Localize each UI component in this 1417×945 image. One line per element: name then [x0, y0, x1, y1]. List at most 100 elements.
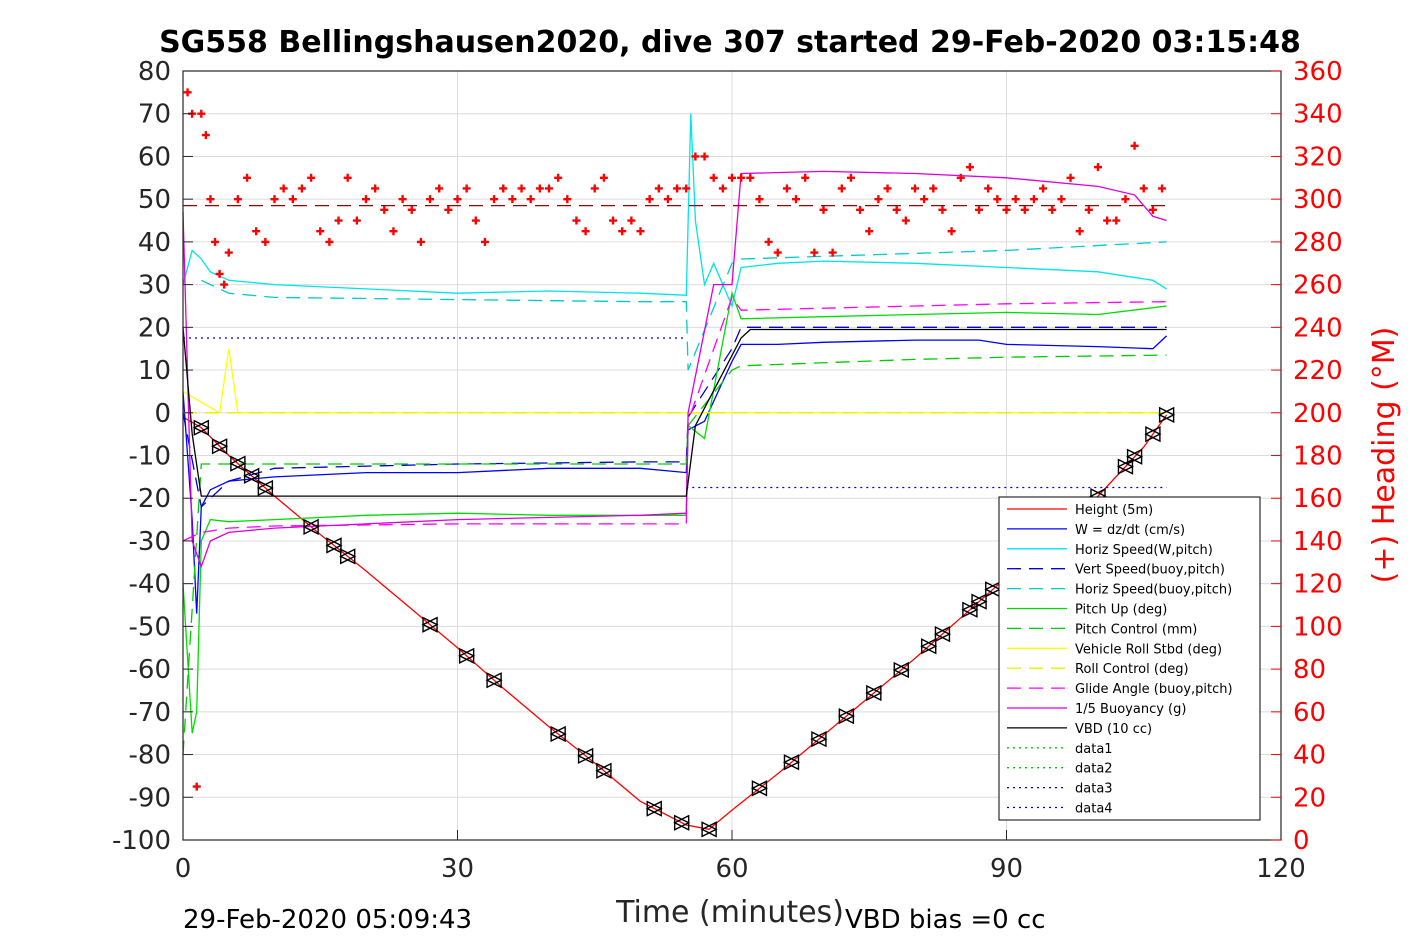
heading-point: [352, 216, 361, 225]
legend-entry-label: data4: [1075, 802, 1113, 817]
heading-point: [279, 184, 288, 193]
y-right-tick-label: 160: [1293, 484, 1343, 514]
heading-point: [737, 173, 746, 182]
y-left-tick-label: 40: [138, 228, 171, 258]
left-triangle-marker: [673, 814, 690, 831]
legend-entry-label: 1/5 Buoyancy (g): [1075, 702, 1186, 717]
series-vbd-10-cc: [182, 327, 1167, 497]
left-triangle-marker: [961, 601, 978, 618]
series-horiz-speed-buoy-pitch: [201, 241, 1167, 371]
left-triangle-marker: [421, 616, 438, 633]
heading-point: [1139, 184, 1148, 193]
heading-point: [471, 216, 480, 225]
heading-point: [426, 195, 435, 204]
heading-point: [846, 173, 855, 182]
heading-point: [947, 227, 956, 236]
y-left-tick-label: -70: [129, 698, 171, 728]
heading-point: [325, 237, 334, 246]
legend-entry-label: data2: [1075, 762, 1113, 777]
x-tick-label: 0: [175, 854, 192, 884]
heading-point: [673, 184, 682, 193]
heading-point: [1112, 216, 1121, 225]
y-right-tick-label: 40: [1293, 741, 1326, 771]
left-triangle-marker: [256, 479, 274, 497]
heading-point: [1121, 195, 1130, 204]
legend-entry-label: W = dz/dt (cm/s): [1075, 523, 1185, 538]
heading-point: [636, 227, 645, 236]
heading-point: [371, 184, 380, 193]
heading-point: [773, 248, 782, 257]
heading-point: [764, 237, 773, 246]
left-triangle-marker: [458, 647, 475, 664]
legend-entry-label: Roll Control (deg): [1075, 662, 1189, 677]
y-left-tick-label: 70: [138, 100, 171, 130]
left-triangle-marker: [1126, 448, 1143, 465]
heading-point: [728, 173, 736, 182]
heading-point: [1075, 227, 1084, 236]
heading-point: [398, 195, 407, 204]
heading-point: [517, 184, 526, 193]
y-left-tick-label: 0: [154, 399, 171, 429]
heading-point: [192, 782, 201, 791]
heading-point: [554, 173, 563, 182]
heading-point: [233, 195, 242, 204]
left-triangle-marker: [1158, 406, 1175, 424]
heading-point: [480, 237, 489, 246]
heading-point: [892, 205, 901, 214]
y-right-tick-label: 140: [1293, 527, 1343, 557]
heading-point: [224, 248, 233, 257]
heading-point: [819, 205, 828, 214]
heading-point: [288, 195, 297, 204]
left-triangle-marker: [325, 537, 342, 554]
heading-point: [572, 216, 581, 225]
heading-point: [1148, 205, 1157, 214]
heading-point: [407, 205, 416, 214]
heading-point: [1002, 205, 1011, 214]
y-left-tick-label: -60: [129, 655, 171, 685]
heading-point: [618, 227, 627, 236]
left-triangle-marker: [892, 661, 909, 679]
y-right-tick-label: 20: [1293, 783, 1326, 813]
y-left-tick-label: -40: [129, 570, 171, 600]
series-layer: [182, 113, 1168, 830]
heading-point: [453, 195, 462, 204]
left-triangle-marker: [865, 684, 882, 702]
heading-point: [956, 173, 965, 182]
y-axis-right-tick-labels: 3603403203002802602402202001801601401201…: [1293, 57, 1343, 856]
legend-entry-label: Horiz Speed(W,pitch): [1075, 543, 1213, 558]
x-axis-label: Time (minutes): [615, 895, 844, 930]
left-triangle-marker: [577, 747, 594, 764]
y-left-tick-label: 80: [138, 57, 171, 87]
heading-point: [718, 184, 727, 193]
footer-vbd-bias: VBD bias =0 cc: [845, 905, 1046, 935]
heading-point: [416, 237, 425, 246]
series-1-5-buoyancy-g: [182, 170, 1167, 569]
footer-end-time: 29-Feb-2020 05:09:43: [183, 905, 472, 935]
left-triangle-marker: [211, 438, 228, 455]
heading-point: [508, 195, 517, 204]
heading-point: [316, 227, 325, 236]
heading-point: [828, 248, 837, 257]
y-right-tick-label: 260: [1293, 271, 1343, 301]
heading-point: [545, 184, 553, 193]
axis-ticks: [182, 70, 1282, 841]
heading-point: [1158, 184, 1167, 193]
legend: Height (5m) W = dz/dt (cm/s) Horiz Speed(W…: [998, 496, 1261, 821]
y-right-tick-label: 340: [1293, 100, 1343, 130]
heading-point: [609, 216, 618, 225]
heading-point: [654, 184, 663, 193]
y-right-tick-label: 80: [1293, 655, 1326, 685]
heading-point: [297, 184, 306, 193]
heading-point: [220, 280, 229, 289]
heading-point: [362, 195, 370, 204]
heading-point: [389, 227, 398, 236]
heading-series: [183, 88, 1167, 791]
left-triangle-marker: [837, 707, 855, 725]
left-triangle-marker: [229, 455, 246, 472]
legend-entry-label: Height (5m): [1075, 503, 1153, 518]
left-triangle-marker: [549, 725, 566, 743]
heading-point: [810, 248, 819, 257]
heading-point: [965, 163, 974, 172]
y-left-tick-label: 20: [138, 313, 171, 343]
heading-point: [462, 184, 471, 193]
